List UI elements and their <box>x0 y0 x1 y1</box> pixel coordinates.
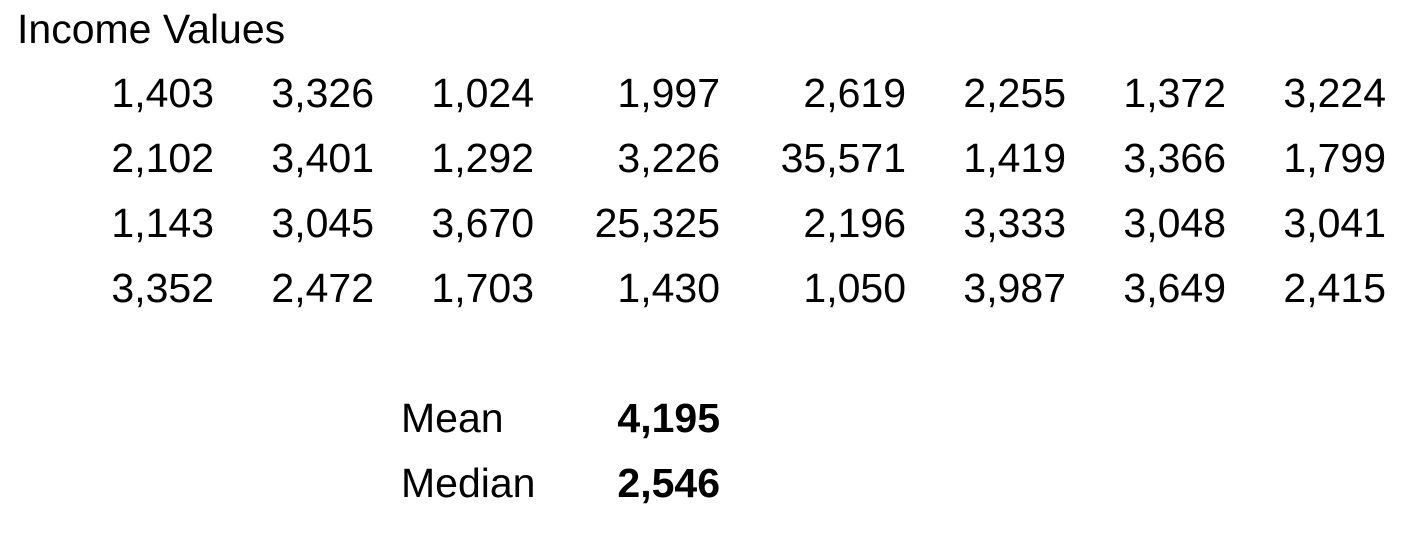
median-label: Median <box>401 460 536 506</box>
value-cell: 3,401 <box>271 135 374 181</box>
value-cell: 1,430 <box>617 265 720 311</box>
value-cell: 1,703 <box>431 265 534 311</box>
value-cell: 2,102 <box>111 135 214 181</box>
mean-value: 4,195 <box>617 395 720 441</box>
value-cell: 2,255 <box>963 70 1066 116</box>
value-cell: 1,403 <box>111 70 214 116</box>
value-cell: 3,048 <box>1123 200 1226 246</box>
table-row: 1,403 3,326 1,024 1,997 2,619 2,255 1,37… <box>0 68 1417 118</box>
value-cell: 1,419 <box>963 135 1066 181</box>
value-cell: 1,024 <box>431 70 534 116</box>
value-cell: 2,415 <box>1283 265 1386 311</box>
table-row: 3,352 2,472 1,703 1,430 1,050 3,987 3,64… <box>0 263 1417 313</box>
value-cell: 3,670 <box>431 200 534 246</box>
value-cell: 3,987 <box>963 265 1066 311</box>
value-cell: 3,045 <box>271 200 374 246</box>
value-cell: 1,292 <box>431 135 534 181</box>
value-cell: 3,326 <box>271 70 374 116</box>
value-cell: 1,143 <box>111 200 214 246</box>
value-cell: 3,333 <box>963 200 1066 246</box>
mean-label: Mean <box>401 395 504 441</box>
value-cell: 3,224 <box>1283 70 1386 116</box>
table-row: 1,143 3,045 3,670 25,325 2,196 3,333 3,0… <box>0 198 1417 248</box>
value-cell: 1,997 <box>617 70 720 116</box>
value-cell: 3,041 <box>1283 200 1386 246</box>
value-cell: 1,372 <box>1123 70 1226 116</box>
table-row: 2,102 3,401 1,292 3,226 35,571 1,419 3,3… <box>0 133 1417 183</box>
value-cell: 25,325 <box>594 200 720 246</box>
value-cell: 1,050 <box>803 265 906 311</box>
page-title: Income Values <box>17 6 286 52</box>
value-cell: 35,571 <box>780 135 906 181</box>
value-cell: 3,226 <box>617 135 720 181</box>
value-cell: 3,352 <box>111 265 214 311</box>
median-value: 2,546 <box>617 460 720 506</box>
value-cell: 1,799 <box>1283 135 1386 181</box>
value-cell: 3,649 <box>1123 265 1226 311</box>
value-cell: 3,366 <box>1123 135 1226 181</box>
value-cell: 2,196 <box>803 200 906 246</box>
value-cell: 2,619 <box>803 70 906 116</box>
value-cell: 2,472 <box>271 265 374 311</box>
